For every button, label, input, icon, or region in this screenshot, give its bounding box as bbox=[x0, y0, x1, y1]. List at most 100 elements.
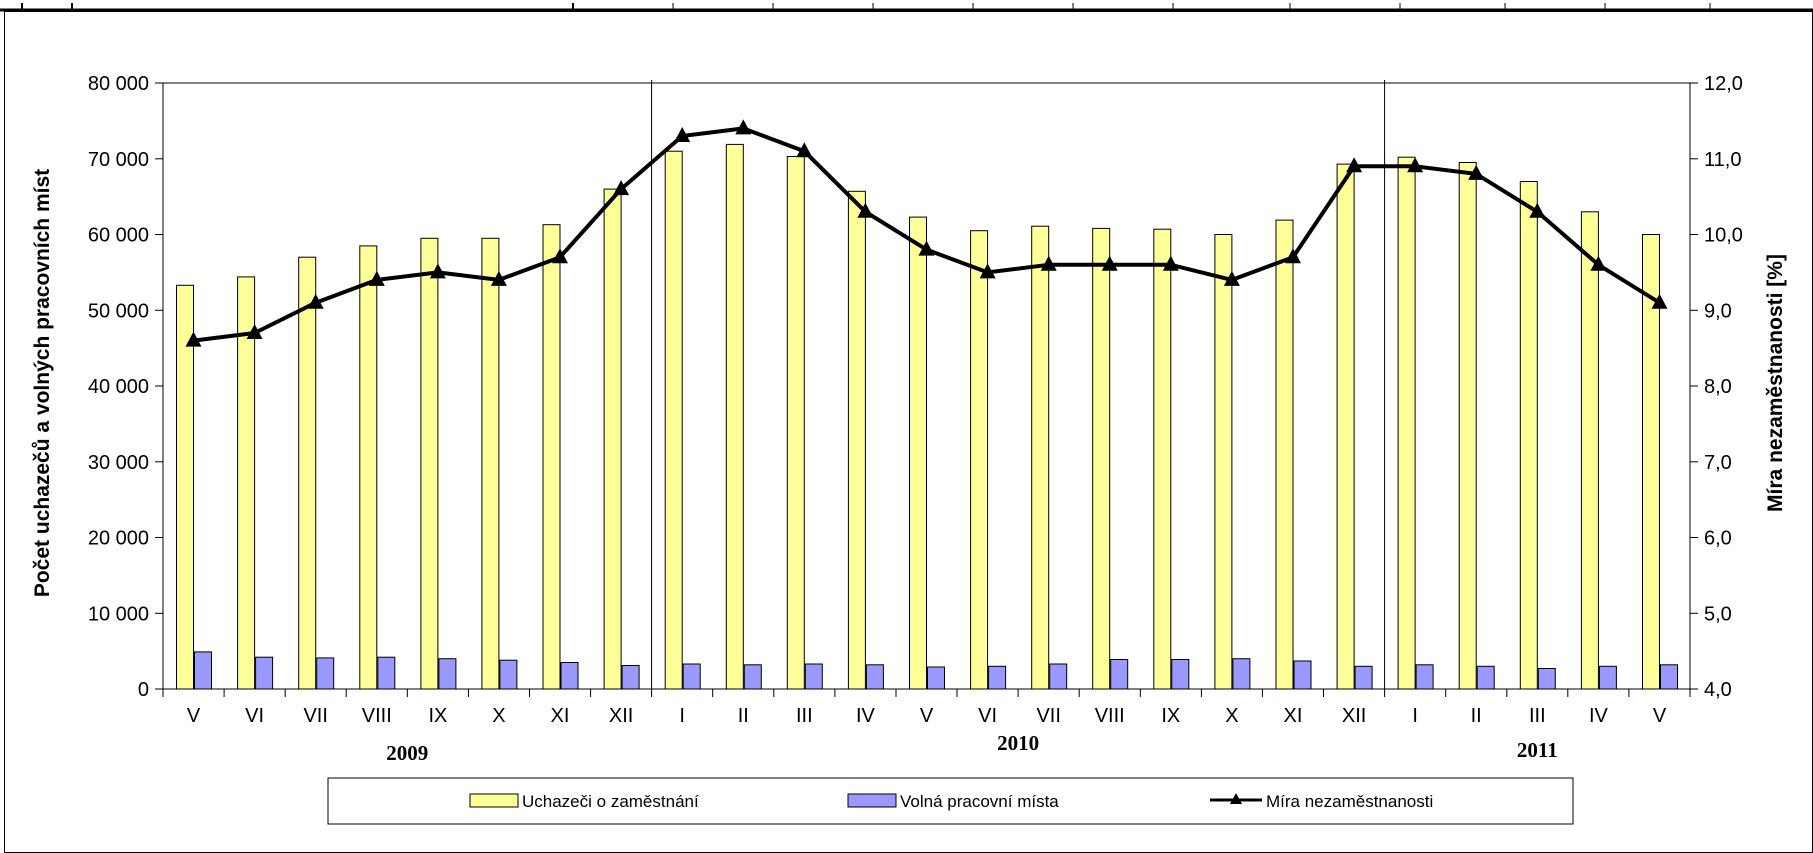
bar-uchazeci bbox=[298, 256, 317, 690]
x-tick-label: VII bbox=[1036, 705, 1060, 727]
bar-volna-mista bbox=[743, 664, 762, 690]
bar-uchazeci bbox=[1336, 163, 1355, 690]
line-marker bbox=[1590, 255, 1607, 271]
legend-label-mira: Míra nezaměstnanosti bbox=[1266, 792, 1433, 811]
bar-volna-mista bbox=[194, 651, 212, 690]
y-tick-label: 10 000 bbox=[88, 603, 149, 625]
bar-uchazeci bbox=[1092, 227, 1111, 690]
bar-uchazeci bbox=[1275, 219, 1294, 690]
bar-volna-mista bbox=[1354, 665, 1373, 690]
bar-volna-mista bbox=[1598, 665, 1617, 690]
bar-volna-mista bbox=[804, 663, 823, 690]
x-tick-label: I bbox=[1412, 705, 1418, 727]
x-tick-label: V bbox=[187, 705, 201, 727]
bar-uchazeci bbox=[1580, 211, 1599, 690]
y-axis-title: Počet uchazečů a volných pracovních míst bbox=[31, 169, 54, 597]
x-tick-label: V bbox=[920, 705, 934, 727]
table-border-strip bbox=[0, 0, 1813, 12]
bar-volna-mista bbox=[865, 664, 884, 690]
y-tick-label: 70 000 bbox=[88, 149, 149, 171]
y2-tick-label: 10,0 bbox=[1704, 225, 1743, 247]
line-marker bbox=[1285, 248, 1301, 264]
x-tick-label: VII bbox=[303, 705, 327, 727]
legend: Uchazeči o zaměstnání Volná pracovní mís… bbox=[327, 777, 1574, 825]
bar-volna-mista bbox=[1476, 665, 1495, 690]
x-tick-label: I bbox=[679, 705, 685, 727]
x-tick-label: VI bbox=[245, 705, 264, 727]
bar-uchazeci bbox=[1214, 234, 1233, 690]
bars-group bbox=[176, 143, 1678, 690]
bar-volna-mista bbox=[1110, 659, 1129, 690]
legend-swatch-uchazeci bbox=[469, 793, 519, 808]
x-tick-label: XI bbox=[551, 705, 570, 727]
year-label: 2011 bbox=[1517, 738, 1558, 762]
legend-marker-mira bbox=[1230, 793, 1242, 804]
bar-uchazeci bbox=[1519, 181, 1538, 690]
x-tick-label: II bbox=[1471, 705, 1482, 727]
line-marker bbox=[613, 180, 630, 196]
line-marker bbox=[1162, 255, 1179, 271]
x-tick-label: II bbox=[738, 705, 749, 727]
line-marker bbox=[796, 142, 813, 158]
line-marker bbox=[307, 293, 324, 309]
y-tick-label: 30 000 bbox=[88, 452, 149, 474]
line-marker bbox=[1040, 255, 1057, 271]
bar-volna-mista bbox=[1171, 659, 1190, 690]
bar-volna-mista bbox=[1415, 664, 1434, 690]
y-tick-label: 0 bbox=[138, 679, 149, 701]
bar-volna-mista bbox=[1049, 663, 1068, 690]
bar-volna-mista bbox=[438, 658, 457, 690]
x-tick-label: III bbox=[1529, 705, 1546, 727]
line-marker bbox=[735, 119, 752, 135]
x-tick-label: V bbox=[1653, 705, 1667, 727]
x-tick-label: XII bbox=[1342, 705, 1366, 727]
legend-label-uchazeci: Uchazeči o zaměstnání bbox=[522, 792, 699, 811]
x-tick-label: IX bbox=[1161, 705, 1180, 727]
y2-tick-label: 6,0 bbox=[1704, 528, 1732, 550]
bar-uchazeci bbox=[481, 237, 500, 690]
line-group bbox=[185, 119, 1668, 347]
bar-uchazeci bbox=[970, 230, 989, 690]
x-tick-label: X bbox=[1225, 705, 1238, 727]
legend-swatch-volna-mista bbox=[847, 793, 897, 808]
table-border-lines bbox=[0, 3, 1813, 12]
y-tick-label: 80 000 bbox=[88, 73, 149, 95]
bar-volna-mista bbox=[1660, 664, 1678, 690]
bar-uchazeci bbox=[603, 188, 622, 690]
bar-volna-mista bbox=[499, 659, 518, 690]
line-marker bbox=[246, 324, 263, 339]
line-marker bbox=[1223, 270, 1240, 286]
x-tick-label: IV bbox=[856, 705, 876, 727]
line-marker bbox=[1346, 157, 1363, 173]
y-tick-label: 20 000 bbox=[88, 528, 149, 550]
bar-volna-mista bbox=[1293, 660, 1312, 690]
y-tick-label: 60 000 bbox=[88, 225, 149, 247]
line-marker bbox=[368, 270, 385, 286]
x-tick-label: III bbox=[796, 705, 813, 727]
line-marker bbox=[185, 331, 202, 347]
x-tick-label: VIII bbox=[1095, 705, 1125, 727]
line-marker bbox=[1407, 157, 1424, 173]
y2-tick-label: 4,0 bbox=[1704, 679, 1732, 701]
x-tick-label: IX bbox=[428, 705, 447, 727]
bar-uchazeci bbox=[664, 150, 683, 690]
x-tick-label: XII bbox=[609, 705, 633, 727]
bar-uchazeci bbox=[542, 224, 561, 690]
line-marker bbox=[1651, 293, 1668, 309]
bar-uchazeci bbox=[420, 237, 439, 690]
bar-volna-mista bbox=[377, 656, 396, 690]
line-marker bbox=[1529, 202, 1546, 218]
line-marker bbox=[918, 240, 935, 256]
y2-tick-label: 9,0 bbox=[1704, 300, 1732, 322]
x-tick-label: VIII bbox=[362, 705, 392, 727]
bar-uchazeci bbox=[1031, 225, 1050, 690]
y2-tick-label: 8,0 bbox=[1704, 376, 1732, 398]
bar-volna-mista bbox=[1537, 668, 1556, 690]
bar-uchazeci bbox=[909, 216, 927, 690]
bar-volna-mista bbox=[316, 657, 335, 690]
line-marker bbox=[979, 263, 996, 279]
bar-uchazeci bbox=[359, 245, 378, 690]
line-marker bbox=[674, 127, 691, 142]
y2-tick-label: 7,0 bbox=[1704, 452, 1732, 474]
bar-volna-mista bbox=[988, 665, 1007, 690]
